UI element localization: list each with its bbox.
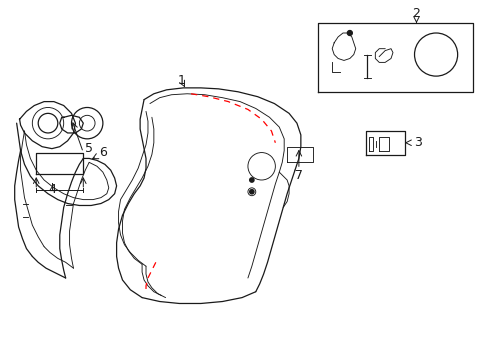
- Circle shape: [249, 190, 253, 194]
- Text: 7: 7: [294, 168, 302, 181]
- Text: 6: 6: [99, 146, 106, 159]
- Circle shape: [249, 178, 253, 182]
- Circle shape: [346, 31, 351, 35]
- Text: 4: 4: [48, 183, 56, 196]
- Text: 1: 1: [177, 73, 185, 86]
- Text: 5: 5: [85, 142, 93, 155]
- Text: 2: 2: [412, 7, 420, 20]
- Text: 3: 3: [414, 136, 422, 149]
